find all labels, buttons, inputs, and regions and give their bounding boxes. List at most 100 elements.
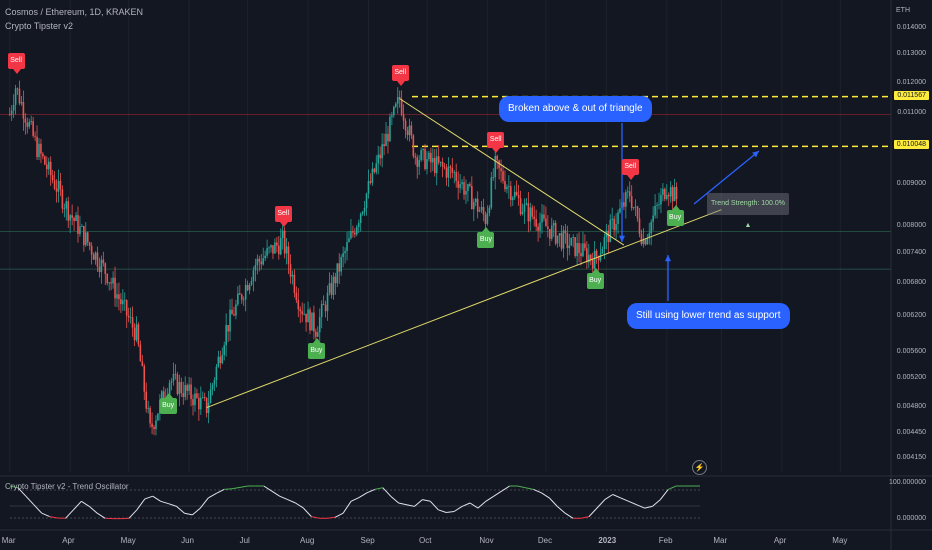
candle-body [162,391,165,401]
oscillator-segment [517,485,526,489]
candle-body [149,408,151,424]
candle-body [67,201,70,221]
candle-body [494,155,497,178]
candle-body [120,299,122,305]
candle-body [246,284,249,291]
buy-signal: Buy [477,227,495,249]
horizontal-levels [0,95,891,270]
oscillator-segment [501,485,510,492]
candle-body [511,197,514,200]
oscillator-segment [263,485,272,492]
lightning-icon[interactable]: ⚡ [692,460,707,475]
candle-body [90,245,93,255]
candle-body [385,133,387,147]
candle-body [566,233,569,249]
oscillator-segment [199,497,209,509]
candle-body [408,125,411,136]
candle-body [141,361,144,367]
oscillator-segment [73,500,82,511]
candle-body [264,255,266,259]
time-tick: Apr [773,536,787,545]
candle-body [254,265,257,271]
candle-body [129,317,132,319]
candle-body [125,300,128,316]
candle-body [517,195,520,199]
oscillator-segment [422,499,431,502]
candle-body [537,226,539,231]
candle-body [203,396,206,398]
oscillator-segment [644,505,653,509]
oscillator-segment [580,516,590,519]
candle-body [642,239,645,245]
price-tag: 0.011567 [894,90,929,100]
candle-body [303,313,305,315]
candle-body [22,102,25,119]
time-tick: May [120,536,136,545]
candle-body [157,413,159,421]
candle-body [650,221,652,234]
symbol-legend[interactable]: Cosmos / Ethereum, 1D, KRAKEN [5,7,144,17]
candle-body [625,192,627,207]
candle-body [69,215,71,221]
oscillator-segment [128,509,138,519]
candle-body [127,315,130,318]
candle-body [377,154,380,164]
oscillator-segment [152,495,161,502]
time-tick: Mar [713,536,728,545]
candle-body [174,374,177,375]
candle-body [365,193,368,209]
candle-body [227,325,229,332]
candle-body [480,207,483,211]
candle-body [582,243,584,257]
candle-body [498,160,500,169]
callout-breakout[interactable]: Broken above & out of triangle [499,96,652,122]
candle-body [488,207,491,213]
candle-body [671,187,674,202]
candle-body [595,250,598,257]
candle-body [660,194,662,205]
candle-body [135,324,138,341]
candle-body [564,230,567,234]
oscillator-segment [65,509,74,519]
price-tick: 0.005600 [896,348,926,356]
candle-body [83,225,85,246]
time-tick: Feb [658,536,673,545]
candle-body [112,277,114,284]
candle-body [441,161,444,167]
candle-body [568,245,571,249]
candle-body [274,242,276,254]
callout-support[interactable]: Still using lower trend as support [627,303,790,329]
candle-body [8,114,11,116]
oscillator-segment [231,486,241,490]
candle-body [547,226,549,229]
candle-body [223,345,226,356]
time-tick: May [832,536,848,545]
oscillator-segment [192,507,201,516]
candle-body [513,191,516,198]
candle-body [81,225,83,227]
candle-body [490,177,493,208]
candle-body [467,184,469,192]
candle-body [92,254,95,260]
candle-body [219,356,222,364]
candle-body [49,161,52,176]
candle-body [570,237,573,246]
oscillator-segment [556,506,566,514]
candle-body [482,207,485,215]
indicator-legend[interactable]: Crypto Tipster v2 [5,21,74,31]
candle-body [59,180,62,190]
candle-body [455,172,458,181]
candle-body [523,204,526,212]
candle-body [350,231,352,239]
candle-body [213,380,216,385]
oscillator-legend[interactable]: Crypto Tipster v2 - Trend Oscillator [5,482,129,491]
candle-body [108,282,110,284]
candle-body [278,245,280,255]
candle-body [535,218,537,227]
time-tick: Sep [360,536,375,545]
candle-body [435,156,438,174]
candle-body [414,156,417,158]
candle-body [279,237,282,255]
candle-body [318,317,321,333]
